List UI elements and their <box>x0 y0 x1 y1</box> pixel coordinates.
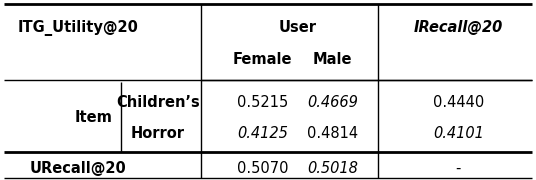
Text: Female: Female <box>233 52 293 67</box>
Text: 0.4125: 0.4125 <box>237 126 288 141</box>
Text: Children’s: Children’s <box>116 95 200 110</box>
Text: Male: Male <box>312 52 352 67</box>
Text: 0.5215: 0.5215 <box>237 95 288 110</box>
Text: 0.4440: 0.4440 <box>433 95 484 110</box>
Text: 0.4101: 0.4101 <box>433 126 483 141</box>
Text: 0.4669: 0.4669 <box>307 95 358 110</box>
Text: -: - <box>456 161 461 176</box>
Text: 0.5018: 0.5018 <box>307 161 358 176</box>
Text: 0.5070: 0.5070 <box>237 161 288 176</box>
Text: User: User <box>279 20 316 35</box>
Text: URecall@20: URecall@20 <box>29 161 126 176</box>
Text: IRecall@20: IRecall@20 <box>414 20 503 35</box>
Text: Item: Item <box>75 110 113 125</box>
Text: Horror: Horror <box>131 126 185 141</box>
Text: ITG_Utility@20: ITG_Utility@20 <box>17 20 138 36</box>
Text: 0.4814: 0.4814 <box>307 126 358 141</box>
